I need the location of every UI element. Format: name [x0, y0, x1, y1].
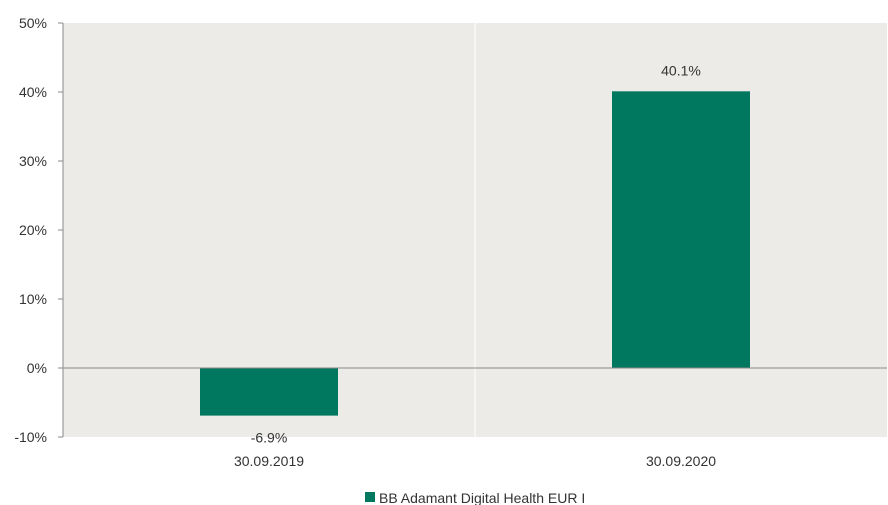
legend-swatch	[365, 492, 375, 502]
y-tick-label: 30%	[19, 153, 47, 169]
data-labels: -6.9% 40.1%	[251, 62, 701, 445]
y-tick-label: 10%	[19, 291, 47, 307]
bar-30-09-2019	[200, 368, 338, 416]
y-tick-label: 0%	[27, 360, 47, 376]
legend: BB Adamant Digital Health EUR I	[365, 490, 585, 505]
legend-label: BB Adamant Digital Health EUR I	[379, 490, 585, 505]
y-tick-label: 40%	[19, 84, 47, 100]
y-tick-label: 50%	[19, 15, 47, 31]
x-axis-labels: 30.09.2019 30.09.2020	[234, 453, 716, 469]
y-tick-label: -10%	[14, 429, 47, 445]
x-category-label: 30.09.2019	[234, 453, 304, 469]
y-tick-label: 20%	[19, 222, 47, 238]
y-axis-ticks: -10% 0% 10% 20% 30% 40% 50%	[14, 15, 63, 445]
bar-30-09-2020	[612, 91, 750, 368]
x-category-label: 30.09.2020	[646, 453, 716, 469]
data-label: -6.9%	[251, 430, 288, 446]
bars	[200, 91, 750, 416]
data-label: 40.1%	[661, 62, 701, 78]
